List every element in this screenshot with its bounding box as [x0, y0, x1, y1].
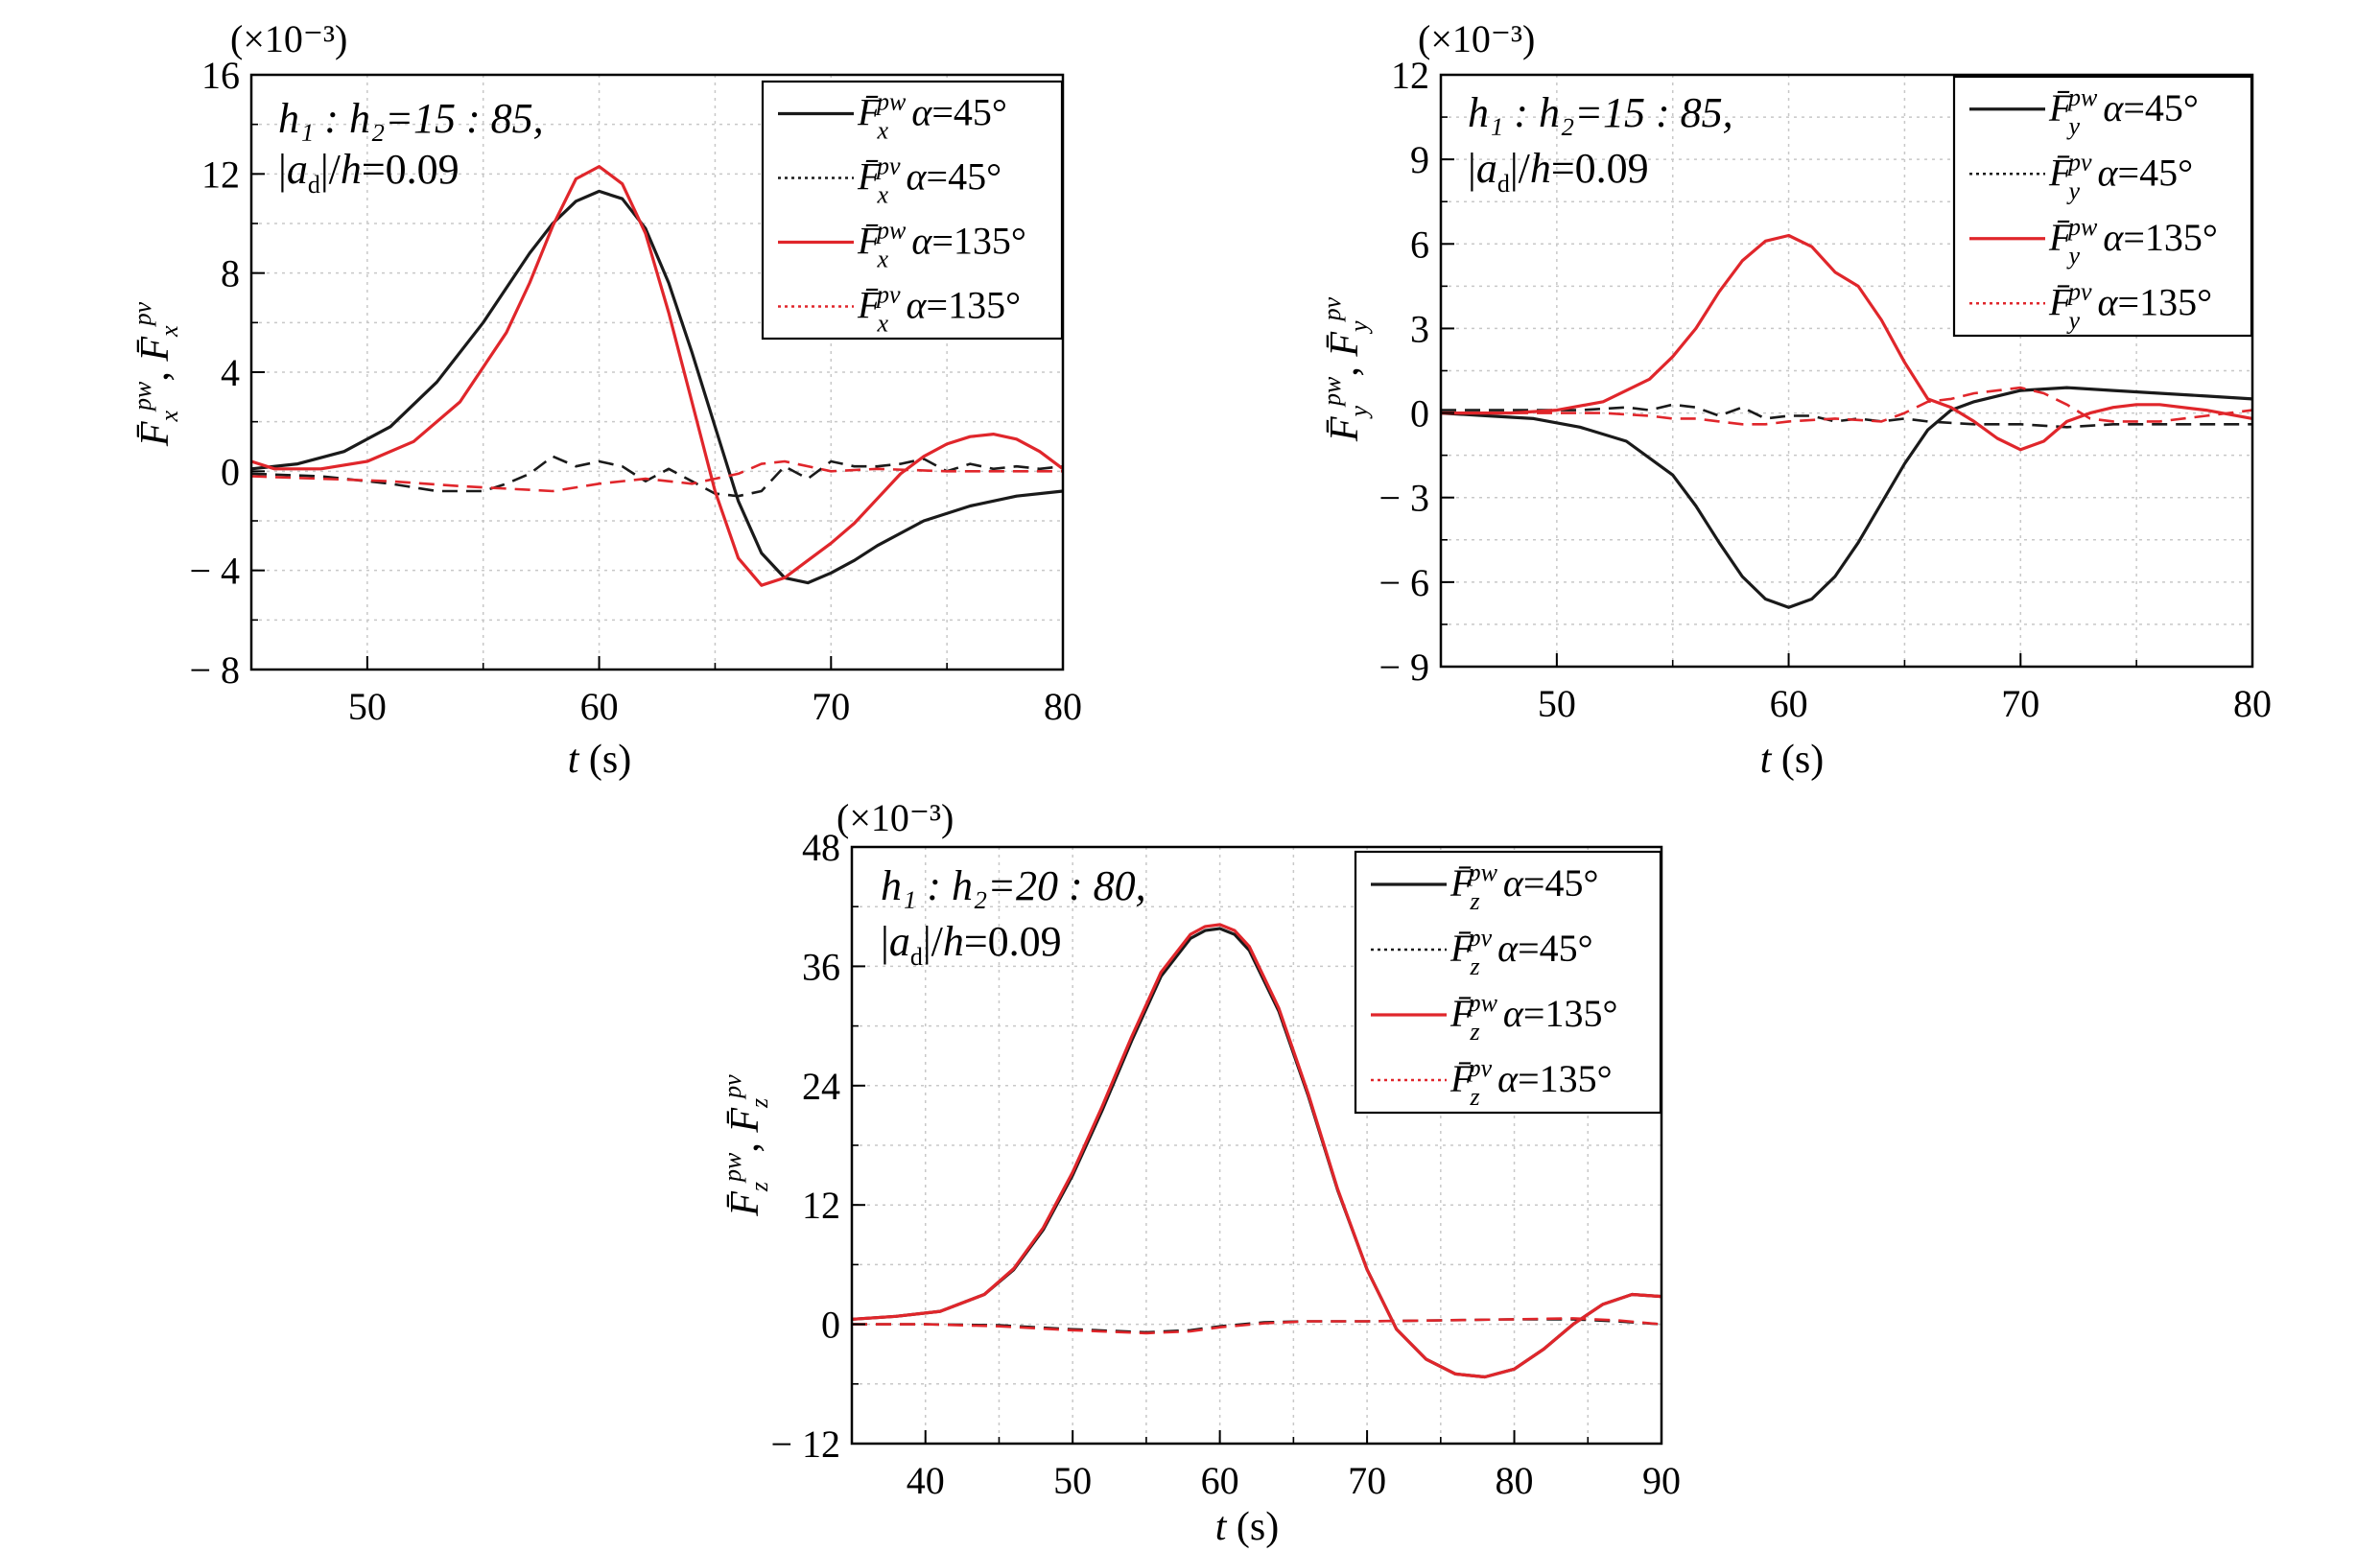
y-tick-label: 3 — [1410, 307, 1429, 350]
y-tick-label: 6 — [1410, 223, 1429, 266]
y-tick-label: 12 — [802, 1184, 840, 1227]
legend-label: F̄zpv α=135° — [1449, 1054, 1613, 1111]
y-axis-title: F̄zpw, F̄zpv — [719, 1074, 773, 1217]
chart-fx: 50 60 70 80 − 8 − 4 0 4 8 12 16(×10⁻³) t (s) F̄xpw, … — [129, 17, 1082, 782]
legend-label: F̄zpw α=45° — [1449, 858, 1598, 915]
x-tick-label: 70 — [812, 685, 850, 728]
exponent-label: (×10⁻³) — [230, 17, 347, 60]
y-tick-label: 9 — [1410, 138, 1429, 181]
legend-label: F̄ypv α=135° — [2048, 277, 2212, 334]
y-tick-label: 0 — [1410, 392, 1429, 435]
x-tick-label: 40 — [907, 1459, 945, 1502]
y-tick-label: 12 — [201, 153, 240, 196]
annotation-ratio: h₁ : h₂=15 : 85, — [1468, 89, 1733, 136]
legend-label: F̄xpv α=45° — [857, 153, 1001, 209]
series-group — [851, 923, 1662, 1379]
y-tick-label: 16 — [201, 54, 240, 97]
y-tick-label: − 4 — [189, 550, 240, 593]
exponent-label: (×10⁻³) — [837, 796, 954, 839]
y-axis-title: F̄xpw, F̄xpv — [129, 301, 183, 447]
legend-label: F̄ypv α=45° — [2048, 148, 2193, 204]
series-line-2 — [250, 165, 1064, 587]
y-tick-label: 24 — [802, 1065, 840, 1108]
annotation-amplitude: |ad|/h=0.09 — [881, 918, 1062, 971]
series-line-0 — [250, 189, 1064, 585]
y-tick-label: 0 — [221, 450, 240, 493]
x-axis-title: t (s) — [1215, 1505, 1280, 1549]
x-tick-label: 70 — [2001, 682, 2039, 725]
legend-label: F̄ypw α=135° — [2048, 213, 2218, 270]
y-tick-label: − 6 — [1379, 561, 1429, 604]
annotation-ratio: h₁ : h₂=20 : 80, — [881, 862, 1146, 909]
x-tick-label: 60 — [580, 685, 619, 728]
y-tick-label: 12 — [1391, 54, 1429, 97]
x-tick-label: 80 — [1044, 685, 1082, 728]
series-group — [1440, 233, 2253, 609]
y-tick-label: 0 — [821, 1304, 840, 1347]
annotation-amplitude: |ad|/h=0.09 — [278, 146, 460, 199]
series-line-2 — [1441, 233, 2253, 452]
x-axis-title: t (s) — [1760, 738, 1825, 782]
series-line-3 — [852, 1317, 1662, 1335]
series-group — [250, 165, 1064, 587]
legend-label: F̄xpv α=135° — [857, 281, 1021, 338]
chart-fy: 50 60 70 80 − 9 − 6 − 3 0 3 6 9 12(×10⁻³) t (s) F̄ypw… — [1318, 17, 2272, 782]
x-tick-label: 80 — [2233, 682, 2272, 725]
annotation-ratio: h₁ : h₂=15 : 85, — [278, 95, 544, 142]
series-line-1 — [250, 455, 1064, 498]
series-line-1 — [1441, 403, 2252, 429]
x-tick-label: 50 — [1538, 682, 1576, 725]
y-tick-label: 8 — [221, 252, 240, 295]
ticks: 50 60 70 80 − 8 − 4 0 4 8 12 16 — [189, 54, 1082, 728]
series-line-0 — [1440, 386, 2253, 609]
legend-label: F̄zpv α=45° — [1449, 924, 1593, 980]
y-tick-label: 48 — [802, 826, 840, 869]
x-tick-label: 90 — [1642, 1459, 1681, 1502]
ticks: 50 60 70 80 − 9 − 6 − 3 0 3 6 9 12 — [1379, 54, 2272, 725]
ticks: 40 50 60 70 80 90 − 12 0 12 24 36 48 — [770, 826, 1681, 1502]
series-line-2 — [851, 923, 1662, 1379]
y-tick-label: − 9 — [1379, 646, 1429, 689]
legend-label: F̄ypw α=45° — [2048, 83, 2199, 140]
annotation-amplitude: |ad|/h=0.09 — [1468, 145, 1649, 198]
series-line-3 — [1441, 386, 2253, 426]
x-axis-title: t (s) — [568, 738, 632, 782]
y-tick-label: − 12 — [770, 1423, 840, 1466]
y-axis-title: F̄ypw, F̄ypv — [1318, 296, 1373, 442]
x-tick-label: 60 — [1201, 1459, 1239, 1502]
legend-box — [761, 80, 1064, 341]
legend-label: F̄xpw α=135° — [857, 217, 1026, 273]
legend: F̄zpw α=45° F̄zpv α=45° F̄zpw α=135° F̄zpv α=13… — [1354, 850, 1662, 1115]
legend-label: F̄xpw α=45° — [857, 88, 1007, 145]
y-tick-label: 4 — [221, 351, 240, 394]
x-tick-label: 50 — [1053, 1459, 1092, 1502]
legend: F̄ypw α=45° F̄ypv α=45° F̄ypw α=135° F̄ypv α=13… — [1952, 75, 2253, 338]
legend-label: F̄zpw α=135° — [1449, 989, 1617, 1046]
legend-box — [1354, 850, 1662, 1115]
x-tick-label: 60 — [1770, 682, 1808, 725]
x-tick-label: 70 — [1348, 1459, 1386, 1502]
chart-fz: 40 50 60 70 80 90 − 12 0 12 24 36 48(×10⁻³) t (s) F̄z… — [719, 796, 1681, 1549]
y-tick-label: − 8 — [189, 648, 240, 692]
y-tick-label: − 3 — [1379, 477, 1429, 520]
x-tick-label: 50 — [348, 685, 387, 728]
series-line-3 — [250, 459, 1063, 493]
legend: F̄xpw α=45° F̄xpv α=45° F̄xpw α=135° F̄xpv α=13… — [761, 80, 1064, 341]
y-tick-label: 36 — [802, 945, 840, 988]
exponent-label: (×10⁻³) — [1418, 17, 1535, 60]
x-tick-label: 80 — [1496, 1459, 1534, 1502]
legend-box — [1952, 75, 2253, 338]
